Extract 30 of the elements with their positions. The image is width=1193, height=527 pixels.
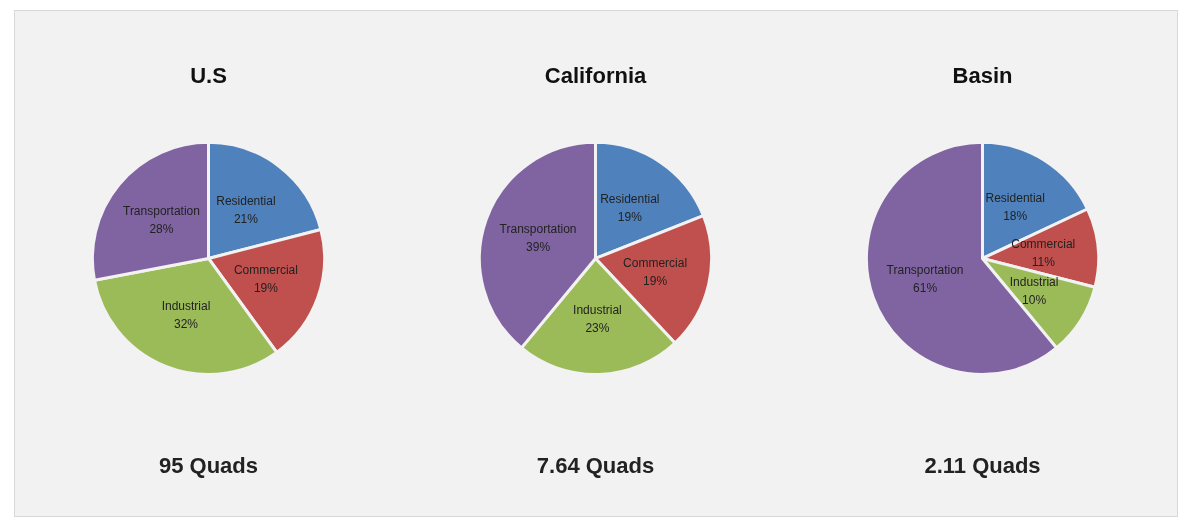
data-label: 32% xyxy=(174,317,199,332)
slice-label: Transportation xyxy=(886,263,964,278)
data-label: 61% xyxy=(913,281,938,296)
chart-title: California xyxy=(544,62,647,88)
slice-label: Commercial xyxy=(233,263,298,278)
data-label: 21% xyxy=(233,212,259,227)
text: 95 Quads xyxy=(158,452,259,478)
slice-label: Industrial xyxy=(573,303,622,318)
slice-label: Industrial xyxy=(1009,275,1059,290)
text: 7.64 Quads xyxy=(536,452,655,478)
chart-title: U.S xyxy=(190,62,227,88)
slice-label: Industrial xyxy=(161,299,211,314)
data-label: 11% xyxy=(1031,254,1056,269)
slice-label: Residential xyxy=(985,190,1045,205)
slice-label: Transportation xyxy=(499,221,577,236)
data-label: 10% xyxy=(1022,293,1047,308)
data-label: 39% xyxy=(526,239,551,254)
chart-title: Basin xyxy=(952,62,1013,88)
data-label: 19% xyxy=(253,281,279,296)
data-label: 19% xyxy=(643,273,668,288)
slice-label: Transportation xyxy=(122,203,200,218)
slice-label: Commercial xyxy=(623,255,688,270)
data-label: 18% xyxy=(1003,208,1028,223)
data-label: 28% xyxy=(149,221,174,236)
slice-label: Residential xyxy=(600,191,660,206)
data-label: 19% xyxy=(617,209,643,224)
text: 2.11 Quads xyxy=(924,452,1041,478)
slice-label: Residential xyxy=(216,194,276,209)
slice-label: Commercial xyxy=(1011,236,1076,251)
data-label: 23% xyxy=(585,321,610,336)
